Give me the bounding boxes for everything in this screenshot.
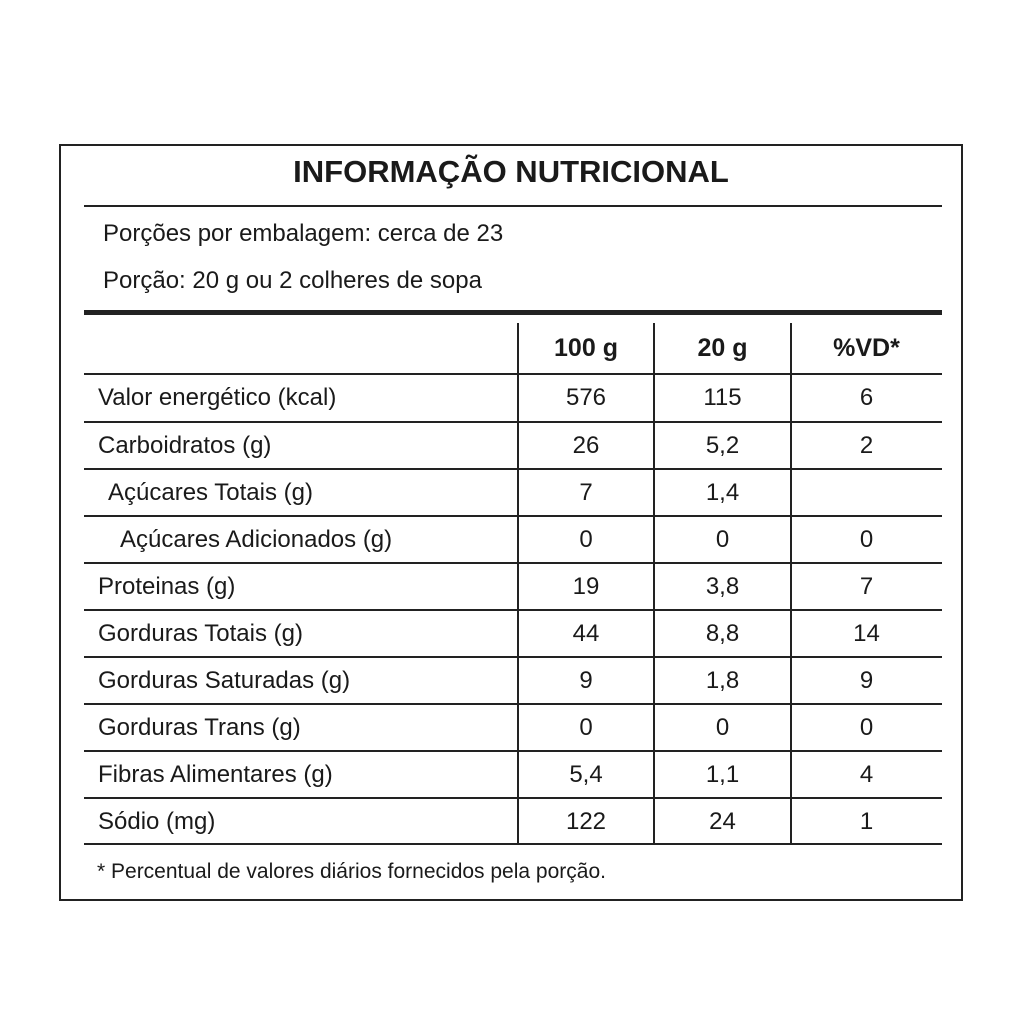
row-divider: [84, 373, 942, 375]
value-20g: 1,4: [705, 479, 740, 506]
table-row: Valor energético (kcal) 576 115 6: [84, 374, 942, 421]
value-vd: 14: [853, 620, 880, 647]
value-100g: 9: [579, 667, 593, 694]
divider: [84, 205, 942, 207]
footnote: * Percentual de valores diários fornecid…: [97, 860, 606, 883]
value-100g: 576: [565, 384, 607, 411]
nutrient-label: Gorduras Saturadas (g): [98, 667, 351, 694]
column-divider: [653, 323, 655, 844]
row-divider: [84, 797, 942, 799]
value-vd: 0: [859, 714, 874, 741]
table-row: Açúcares Totais (g) 7 1,4: [84, 469, 942, 516]
value-100g: 19: [572, 573, 600, 600]
column-divider: [517, 323, 519, 844]
table-row: Gorduras Totais (g) 44 8,8 14: [84, 610, 942, 657]
value-vd: 9: [859, 667, 874, 694]
value-100g: 7: [579, 479, 593, 506]
value-20g: 115: [703, 384, 742, 411]
nutrition-label-frame: [59, 144, 963, 901]
value-20g: 5,2: [705, 432, 740, 459]
column-header-20g: 20 g: [697, 334, 748, 362]
nutrient-label: Proteinas (g): [98, 573, 236, 600]
thick-divider: [84, 310, 942, 315]
servings-per-package: Porções por embalagem: cerca de 23: [103, 220, 504, 247]
row-divider: [84, 609, 942, 611]
value-20g: 1,8: [705, 667, 740, 694]
value-20g: 24: [709, 808, 736, 835]
table-row: Sódio (mg) 122 24 1: [84, 798, 942, 845]
nutrient-label: Gorduras Trans (g): [98, 714, 301, 741]
row-divider: [84, 656, 942, 658]
table-row: Gorduras Trans (g) 0 0 0: [84, 704, 942, 751]
row-divider: [84, 515, 942, 517]
value-20g: 0: [715, 714, 730, 741]
value-vd: 0: [859, 526, 874, 553]
row-divider: [84, 468, 942, 470]
value-100g: 0: [579, 526, 593, 553]
nutrient-label: Açúcares Adicionados (g): [120, 526, 393, 553]
value-20g: 0: [715, 526, 730, 553]
value-vd: 4: [859, 761, 874, 788]
column-header-vd: %VD*: [833, 334, 900, 362]
value-100g: 26: [572, 432, 600, 459]
table-row: Açúcares Adicionados (g) 0 0 0: [84, 516, 942, 563]
value-vd: 7: [859, 573, 874, 600]
value-100g: 44: [572, 620, 600, 647]
row-divider: [84, 750, 942, 752]
table-row: Fibras Alimentares (g) 5,4 1,1 4: [84, 751, 942, 798]
nutrient-label: Açúcares Totais (g): [108, 479, 313, 506]
value-20g: 8,8: [705, 620, 740, 647]
nutrient-label: Sódio (mg): [98, 808, 216, 835]
row-divider: [84, 843, 942, 845]
nutrient-label: Valor energético (kcal): [98, 384, 337, 411]
column-divider: [790, 323, 792, 844]
table-row: Gorduras Saturadas (g) 9 1,8 9: [84, 657, 942, 704]
row-divider: [84, 421, 942, 423]
table-row: Carboidratos (g) 26 5,2 2: [84, 422, 942, 469]
serving-size: Porção: 20 g ou 2 colheres de sopa: [103, 267, 482, 294]
row-divider: [84, 703, 942, 705]
label-title: INFORMAÇÃO NUTRICIONAL: [293, 154, 729, 189]
table-row: Proteinas (g) 19 3,8 7: [84, 563, 942, 610]
value-100g: 5,4: [569, 761, 603, 788]
nutrient-label: Gorduras Totais (g): [98, 620, 303, 647]
row-divider: [84, 562, 942, 564]
value-vd: 2: [859, 432, 874, 459]
nutrient-label: Carboidratos (g): [98, 432, 272, 459]
value-100g: 0: [579, 714, 593, 741]
value-vd: 6: [859, 384, 874, 411]
value-100g: 122: [565, 808, 607, 835]
nutrient-label: Fibras Alimentares (g): [98, 761, 333, 788]
value-vd: 1: [859, 808, 874, 835]
column-header-100g: 100 g: [554, 334, 618, 362]
value-20g: 3,8: [705, 573, 740, 600]
value-20g: 1,1: [705, 761, 740, 788]
table-header: 100 g 20 g %VD*: [84, 323, 942, 373]
